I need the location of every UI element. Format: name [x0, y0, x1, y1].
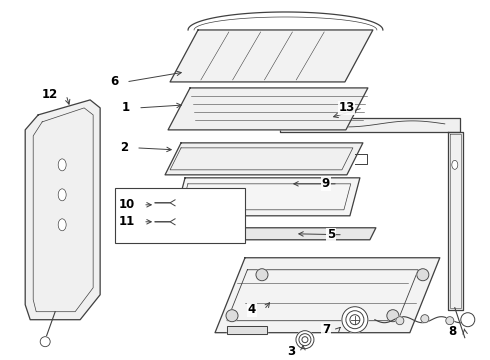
Text: 8: 8 — [448, 325, 457, 338]
Polygon shape — [168, 88, 368, 130]
Circle shape — [396, 317, 404, 325]
Circle shape — [302, 337, 308, 343]
Ellipse shape — [58, 219, 66, 231]
Text: 10: 10 — [119, 198, 135, 211]
Text: 11: 11 — [119, 215, 135, 228]
Circle shape — [299, 334, 311, 346]
Text: 7: 7 — [322, 323, 330, 336]
Ellipse shape — [58, 159, 66, 171]
Text: 4: 4 — [248, 303, 256, 316]
Circle shape — [226, 310, 238, 322]
Circle shape — [446, 317, 454, 325]
FancyBboxPatch shape — [115, 188, 245, 243]
Polygon shape — [25, 100, 100, 320]
Text: 13: 13 — [339, 102, 355, 114]
Circle shape — [40, 337, 50, 347]
Circle shape — [342, 307, 368, 333]
Polygon shape — [448, 132, 463, 310]
Circle shape — [417, 269, 429, 281]
Circle shape — [346, 311, 364, 329]
Text: 3: 3 — [287, 345, 295, 358]
Text: 6: 6 — [110, 76, 118, 89]
Polygon shape — [215, 258, 440, 333]
Text: 9: 9 — [321, 177, 330, 190]
Circle shape — [296, 331, 314, 349]
Circle shape — [461, 313, 475, 327]
Circle shape — [350, 315, 360, 325]
Bar — [227, 326, 267, 334]
Ellipse shape — [292, 122, 298, 127]
Bar — [227, 326, 267, 334]
Circle shape — [256, 269, 268, 281]
Text: 12: 12 — [42, 89, 58, 102]
Polygon shape — [280, 118, 460, 132]
Ellipse shape — [58, 189, 66, 201]
Text: 5: 5 — [327, 228, 335, 241]
Ellipse shape — [452, 160, 458, 169]
Text: 2: 2 — [120, 141, 128, 154]
Text: 1: 1 — [122, 102, 130, 114]
Polygon shape — [165, 143, 363, 175]
Circle shape — [387, 310, 399, 322]
Ellipse shape — [304, 122, 312, 127]
Polygon shape — [230, 228, 376, 240]
Polygon shape — [175, 178, 360, 216]
Circle shape — [421, 315, 429, 323]
Polygon shape — [170, 30, 373, 82]
